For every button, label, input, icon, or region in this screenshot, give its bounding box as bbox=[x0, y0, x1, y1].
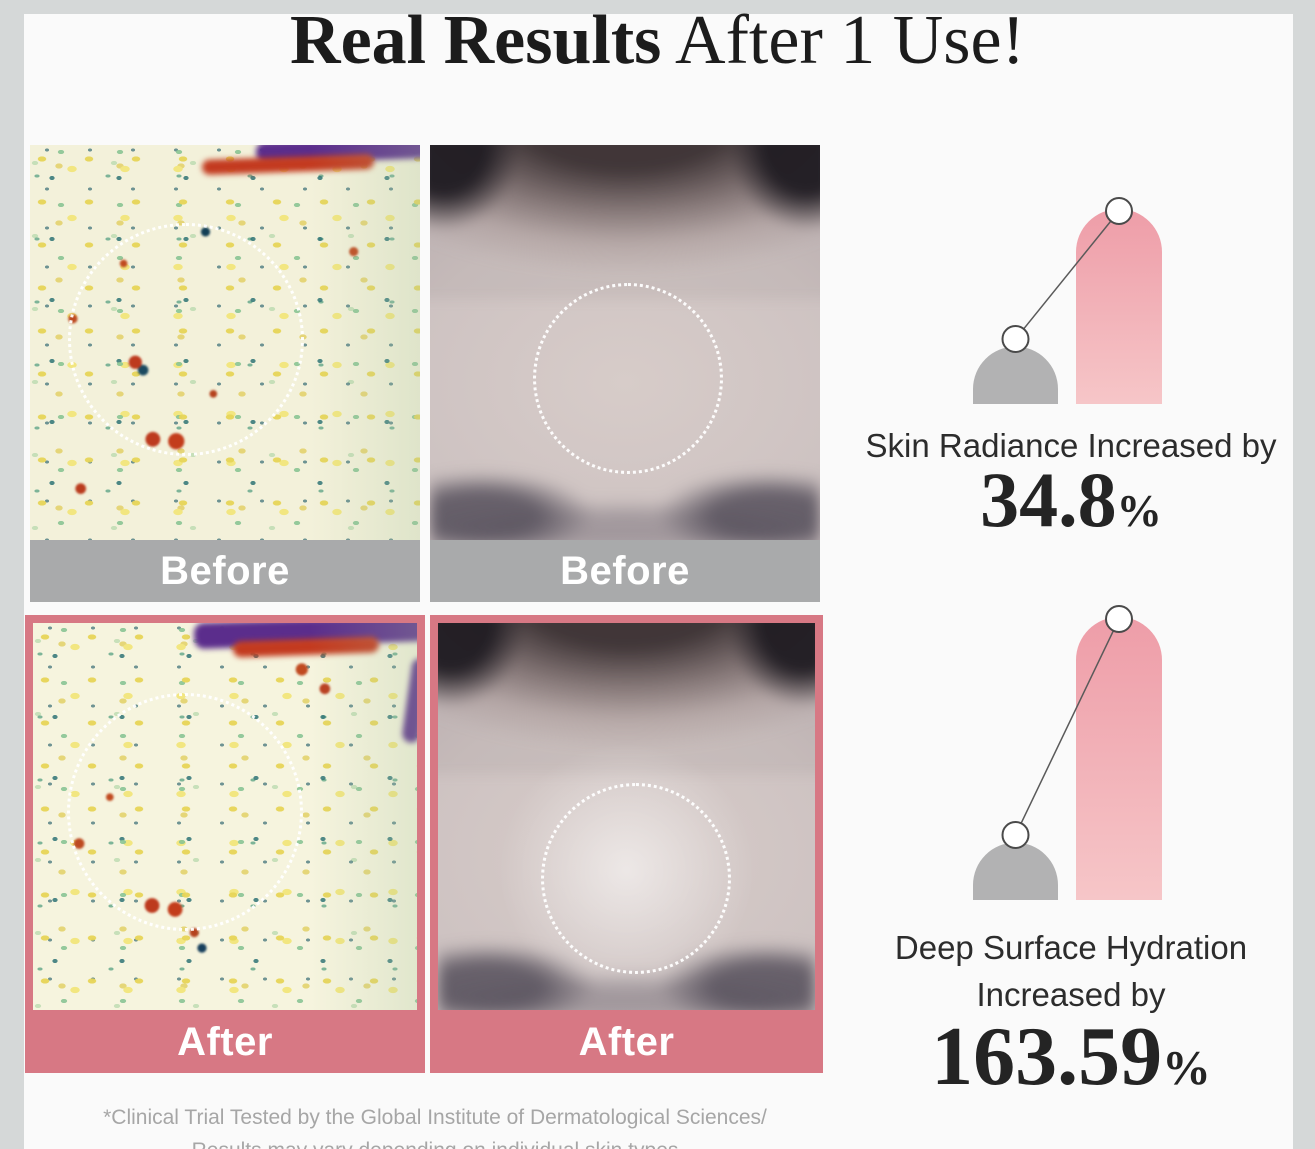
skin-radiance-label: Skin Radiance Increased by bbox=[865, 427, 1277, 464]
hydration-bar-chart bbox=[973, 605, 1162, 900]
before-label-forehead: Before bbox=[430, 540, 820, 602]
hydration-value: 163.59% bbox=[838, 1008, 1304, 1105]
disclaimer-line1: *Clinical Trial Tested by the Global Ins… bbox=[103, 1106, 767, 1129]
forehead-before-photo bbox=[430, 145, 820, 540]
page-title-rest: After 1 Use! bbox=[661, 2, 1025, 79]
disclaimer-line2: Results may vary depending on individual… bbox=[30, 1135, 840, 1149]
forehead-after-photo bbox=[438, 623, 815, 1010]
page-title: Real Results After 1 Use! bbox=[0, 2, 1315, 79]
marker-circle-before bbox=[1001, 325, 1030, 353]
forehead-after-panel: After bbox=[430, 615, 823, 1073]
before-bar bbox=[973, 346, 1058, 404]
after-label-text: After bbox=[578, 1019, 675, 1064]
dotted-focus-circle-icon bbox=[533, 283, 723, 474]
after-bar bbox=[1076, 209, 1162, 404]
skin-analysis-after-panel: After bbox=[25, 615, 425, 1073]
skin-radiance-bar-chart bbox=[973, 197, 1162, 404]
trend-line bbox=[1014, 210, 1120, 340]
skin-analysis-before-photo bbox=[30, 145, 420, 540]
hydration-number: 163.59 bbox=[931, 1010, 1163, 1103]
skin-radiance-number: 34.8 bbox=[980, 456, 1117, 543]
skin-radiance-value: 34.8% bbox=[838, 455, 1304, 545]
skin-analysis-after-photo bbox=[33, 623, 417, 1010]
after-label-forehead: After bbox=[430, 1011, 823, 1073]
marker-circle-after bbox=[1105, 605, 1133, 633]
dotted-focus-circle-icon bbox=[67, 693, 303, 931]
marker-circle-after bbox=[1105, 197, 1133, 225]
after-label-text: After bbox=[177, 1019, 273, 1064]
dotted-focus-circle-icon bbox=[68, 223, 304, 456]
trend-line bbox=[1014, 618, 1120, 836]
disclaimer: *Clinical Trial Tested by the Global Ins… bbox=[30, 1102, 840, 1149]
hydration-label: Deep Surface Hydration Increased by bbox=[838, 925, 1304, 1019]
before-label-analysis: Before bbox=[30, 540, 420, 602]
before-label-text: Before bbox=[560, 548, 690, 593]
hydration-label-line1: Deep Surface Hydration bbox=[894, 929, 1248, 966]
before-bar bbox=[973, 842, 1058, 900]
dotted-focus-circle-icon bbox=[541, 783, 731, 974]
after-label-analysis: After bbox=[25, 1011, 425, 1073]
before-label-text: Before bbox=[160, 548, 290, 593]
hydration-label-line2: Increased by bbox=[976, 975, 1166, 1013]
percent-sign: % bbox=[1162, 1041, 1211, 1095]
marker-circle-before bbox=[1001, 821, 1030, 849]
after-bar bbox=[1076, 617, 1162, 900]
hairline bbox=[430, 145, 820, 299]
percent-sign: % bbox=[1116, 486, 1162, 536]
page-title-bold: Real Results bbox=[290, 2, 662, 79]
